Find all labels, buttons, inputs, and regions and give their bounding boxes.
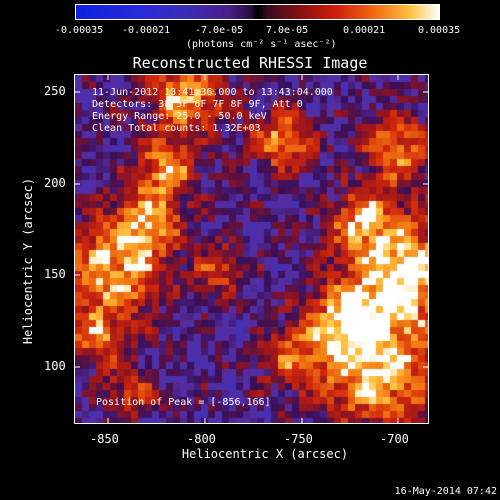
y-tick-label: 150 <box>44 267 66 281</box>
annotation-detectors: Detectors: 3F 5F 6F 7F 8F 9F, Att 0 <box>92 99 303 110</box>
y-axis-title: Heliocentric Y (arcsec) <box>21 177 35 345</box>
reconstructed-image <box>75 75 428 423</box>
x-tick-label: -800 <box>187 432 216 446</box>
x-axis-title: Heliocentric X (arcsec) <box>181 447 349 461</box>
colorbar-tick: 0.00021 <box>343 25 386 36</box>
annotation-time-range: 11-Jun-2012 13:41:36.000 to 13:43:04.000 <box>92 87 333 98</box>
x-tick-label: -750 <box>284 432 313 446</box>
y-tick-label: 250 <box>44 84 66 98</box>
colorbar-tick: -7.0e-05 <box>195 25 244 36</box>
colorbar-tick: -0.00035 <box>55 25 104 36</box>
annotation-clean-counts: Clean Total counts: 1.32E+03 <box>92 123 261 134</box>
colorbar-tick: 0.00035 <box>418 25 461 36</box>
timestamp: 16-May-2014 07:42 <box>394 486 497 497</box>
colorbar-units: (photons cm⁻² s⁻¹ asec⁻²) <box>186 39 337 50</box>
y-tick-label: 100 <box>44 359 66 373</box>
x-tick-label: -850 <box>90 432 119 446</box>
rhessi-image-plot <box>74 74 429 424</box>
colorbar <box>75 4 440 20</box>
colorbar-tick: -0.00021 <box>122 25 171 36</box>
annotation-energy-range: Energy Range: 25.0 - 50.0 keV <box>92 111 267 122</box>
x-tick-label: -700 <box>380 432 409 446</box>
y-tick-label: 200 <box>44 176 66 190</box>
peak-position-label: Position of Peak = [-856,166] <box>96 397 271 408</box>
plot-title: Reconstructed RHESSI Image <box>132 54 368 72</box>
colorbar-tick: 7.0e-05 <box>266 25 309 36</box>
